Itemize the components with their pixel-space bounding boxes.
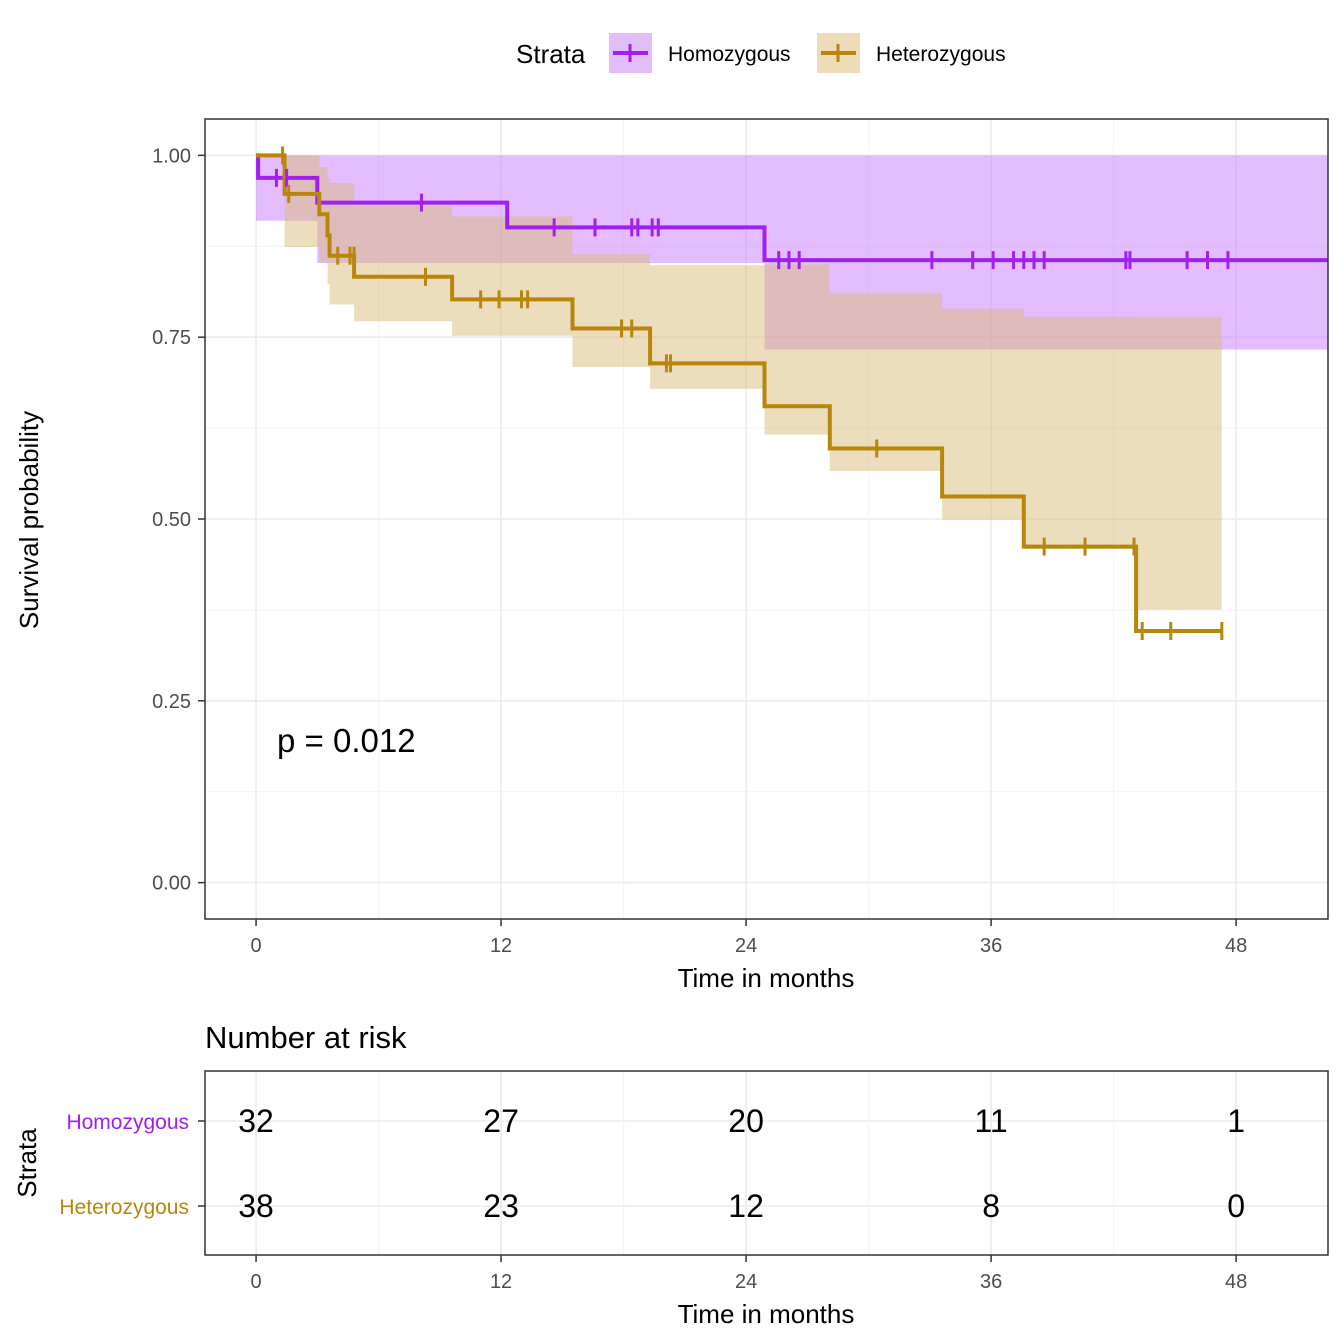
risk-count-homozygous: 20 [728,1103,764,1139]
y-tick-label: 0.50 [152,509,191,531]
survival-curve-heterozygous [256,153,1222,633]
x-tick-label: 48 [1225,935,1247,957]
x-axis-title: Time in months [678,963,855,993]
risk-strata-label-homozygous: Homozygous [66,1111,189,1134]
x-axis-ticks: 0 12 24 36 48 [250,919,1247,957]
confidence-bands [256,155,1328,623]
risk-count-heterozygous: 38 [238,1188,274,1224]
risk-x-tick-label: 0 [250,1271,261,1293]
legend-label-heterozygous: Heterozygous [876,43,1006,66]
ci-band-homozygous [256,155,1328,350]
risk-count-heterozygous: 0 [1227,1188,1245,1224]
legend: Strata Homozygous Heterozygous [516,33,1006,73]
y-axis-title: Survival probability [14,411,44,629]
risk-x-axis-ticks: 0 12 24 36 48 [250,1255,1247,1293]
risk-y-axis-title: Strata [12,1128,42,1198]
x-tick-label: 36 [980,935,1002,957]
censor-marks [274,146,1230,640]
survival-curve-homozygous [256,153,1328,263]
risk-strata-labels: Homozygous Heterozygous [59,1111,205,1219]
risk-count-heterozygous: 23 [483,1188,519,1224]
y-tick-label: 0.00 [152,873,191,895]
x-tick-label: 24 [735,935,757,957]
risk-table-title: Number at risk [205,1020,407,1055]
risk-panel-border [204,1070,1329,1256]
risk-x-axis-title: Time in months [678,1299,855,1329]
risk-x-tick-label: 24 [735,1271,757,1293]
y-axis-ticks: 0.00 0.25 0.50 0.75 1.00 [152,145,205,895]
x-tick-label: 0 [250,935,261,957]
y-tick-label: 0.25 [152,691,191,713]
risk-count-homozygous: 27 [483,1103,519,1139]
y-tick-label: 1.00 [152,145,191,167]
risk-count-homozygous: 1 [1227,1103,1245,1139]
x-tick-label: 12 [490,935,512,957]
risk-x-tick-label: 12 [490,1271,512,1293]
risk-strata-label-heterozygous: Heterozygous [59,1196,189,1219]
y-tick-label: 0.75 [152,327,191,349]
risk-count-heterozygous: 12 [728,1188,764,1224]
risk-count-heterozygous: 8 [982,1188,1000,1224]
risk-table-values: 32 27 20 11 138 23 12 8 0 [238,1103,1245,1224]
p-value-annotation: p = 0.012 [277,722,416,759]
risk-x-tick-label: 36 [980,1271,1002,1293]
risk-count-homozygous: 32 [238,1103,274,1139]
survival-curves [256,153,1328,633]
ci-band-heterozygous [256,155,1222,623]
risk-x-tick-label: 48 [1225,1271,1247,1293]
legend-title: Strata [516,39,586,69]
risk-table-grid [205,1071,1328,1255]
risk-count-homozygous: 11 [974,1103,1007,1139]
legend-label-homozygous: Homozygous [668,43,791,66]
